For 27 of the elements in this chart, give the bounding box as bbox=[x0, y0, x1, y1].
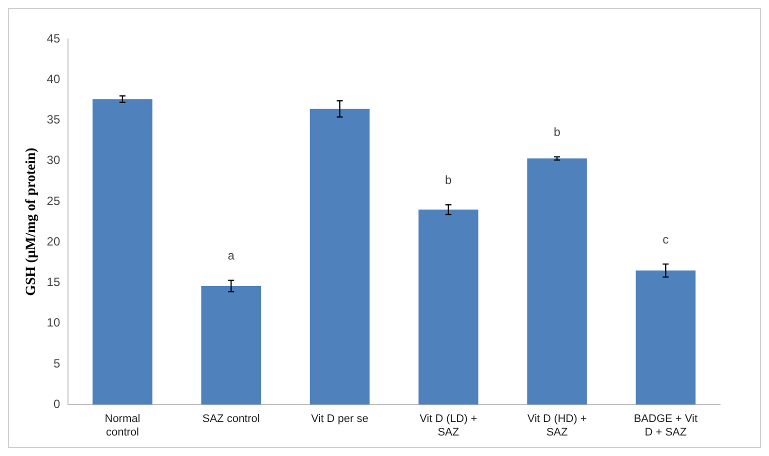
y-tick-label: 45 bbox=[46, 31, 60, 46]
bar bbox=[92, 99, 152, 405]
bar bbox=[636, 270, 696, 405]
bar bbox=[527, 158, 587, 405]
y-tick-label: 25 bbox=[46, 194, 60, 208]
data-label: a bbox=[228, 248, 235, 263]
x-tick-label: Vit D (HD) + SAZ bbox=[527, 413, 587, 438]
x-tick-label: BADGE + Vit D + SAZ bbox=[634, 413, 698, 438]
bar bbox=[418, 210, 478, 405]
y-tick-label: 30 bbox=[46, 153, 60, 168]
y-tick-label: 0 bbox=[53, 396, 60, 411]
x-tick-label: SAZ control bbox=[202, 413, 260, 426]
data-label: b bbox=[554, 125, 561, 140]
x-tick-label: Normal control bbox=[104, 413, 140, 438]
x-tick-label: Vit D per se bbox=[311, 413, 368, 426]
y-tick-label: 15 bbox=[46, 275, 60, 290]
bar bbox=[201, 286, 261, 405]
x-tick-label: Vit D (LD) + SAZ bbox=[420, 413, 478, 438]
y-tick-label: 5 bbox=[53, 356, 60, 370]
bar bbox=[310, 108, 370, 405]
y-tick-label: 40 bbox=[46, 72, 60, 86]
y-axis-title: GSH (µM/mg of protein) bbox=[24, 147, 40, 296]
y-tick-label: 35 bbox=[46, 112, 60, 127]
y-tick-label: 20 bbox=[46, 234, 60, 248]
data-label: c bbox=[662, 232, 669, 246]
data-label: b bbox=[445, 173, 452, 188]
y-tick-label: 10 bbox=[46, 316, 60, 330]
